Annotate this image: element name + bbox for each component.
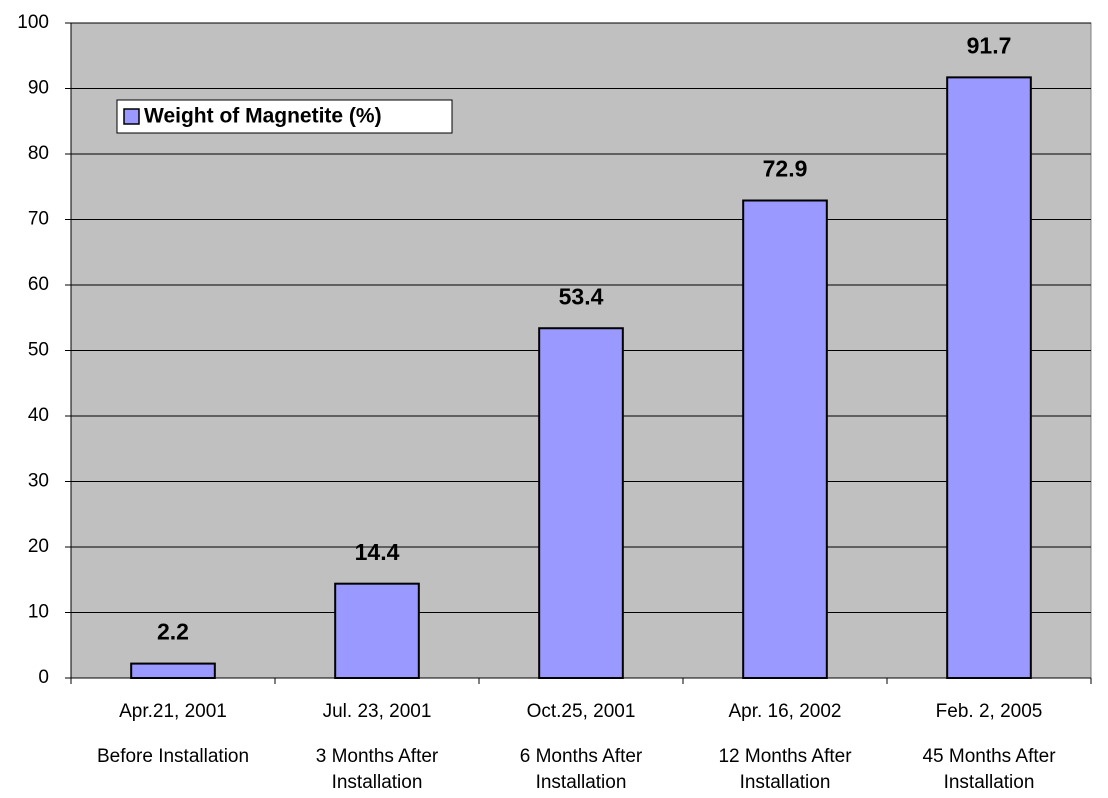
x-tick-label: 6 Months After [520, 746, 643, 767]
y-tick-label: 30 [28, 471, 49, 492]
legend-swatch [123, 108, 140, 125]
y-tick-label: 70 [28, 209, 49, 230]
value-label: 72.9 [763, 156, 808, 182]
y-tick-label: 10 [28, 602, 49, 623]
bar [742, 199, 828, 679]
y-tick-label: 60 [28, 274, 49, 295]
y-tick-label: 0 [38, 667, 49, 688]
x-tick-label: Installation [332, 772, 423, 793]
x-tick-label: Apr. 16, 2002 [728, 701, 841, 722]
x-tick-label: Apr.21, 2001 [119, 701, 227, 722]
x-tick-label: 12 Months After [718, 746, 852, 767]
y-tick-label: 20 [28, 536, 49, 557]
bar [334, 582, 420, 679]
y-tick-label: 90 [28, 78, 49, 99]
bar [130, 662, 216, 680]
x-tick-label: Installation [944, 772, 1035, 793]
y-tick-label: 50 [28, 340, 49, 361]
y-tick-label: 80 [28, 143, 49, 164]
x-tick-label: Installation [740, 772, 831, 793]
value-label: 91.7 [967, 32, 1012, 58]
x-tick-label: Oct.25, 2001 [527, 701, 636, 722]
x-tick-label: Jul. 23, 2001 [323, 701, 432, 722]
value-label: 2.2 [157, 619, 189, 645]
x-tick-label: 45 Months After [922, 746, 1056, 767]
x-tick-label: Feb. 2, 2005 [936, 701, 1043, 722]
x-tick-label: Before Installation [97, 746, 249, 767]
bar [538, 327, 624, 679]
x-tick-label: 3 Months After [316, 746, 439, 767]
y-tick-label: 40 [28, 405, 49, 426]
value-label: 53.4 [559, 283, 604, 309]
legend-label: Weight of Magnetite (%) [144, 105, 382, 128]
x-tick-label: Installation [536, 772, 627, 793]
legend [116, 99, 453, 134]
bar [946, 76, 1032, 680]
value-label: 14.4 [355, 539, 400, 565]
y-tick-label: 100 [17, 12, 49, 33]
